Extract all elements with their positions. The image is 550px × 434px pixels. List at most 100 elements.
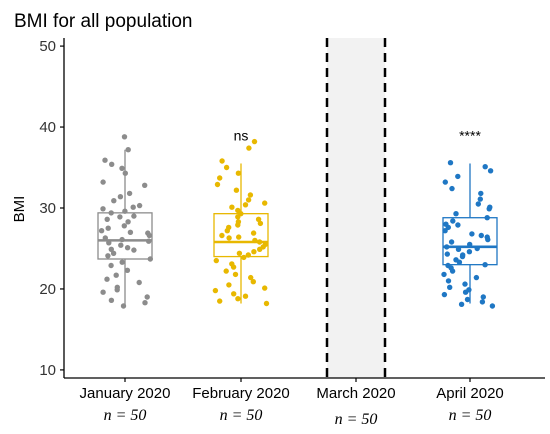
data-point bbox=[104, 276, 110, 282]
data-point bbox=[104, 216, 110, 222]
data-point bbox=[469, 231, 475, 237]
data-point bbox=[226, 282, 232, 288]
data-point bbox=[117, 194, 124, 200]
axes: 10 20 30 40 50 January 2020 n = 50 February 202… bbox=[39, 38, 545, 428]
data-point bbox=[122, 208, 128, 214]
data-point bbox=[131, 247, 137, 253]
data-point bbox=[219, 232, 225, 239]
data-point bbox=[121, 134, 128, 140]
data-point bbox=[449, 268, 456, 274]
count-label: n = 50 bbox=[220, 407, 263, 424]
data-point bbox=[224, 228, 230, 234]
data-point bbox=[217, 175, 223, 181]
data-point bbox=[251, 249, 257, 255]
y-tick-label: 10 bbox=[39, 362, 56, 379]
data-point bbox=[235, 296, 241, 302]
data-point bbox=[102, 235, 109, 241]
data-point bbox=[117, 214, 123, 220]
data-point bbox=[105, 225, 111, 231]
x-tick-label: March 2020 bbox=[316, 385, 395, 402]
data-point bbox=[477, 196, 483, 202]
data-point bbox=[236, 250, 243, 256]
data-point bbox=[126, 190, 133, 197]
data-point bbox=[235, 214, 241, 220]
data-point bbox=[125, 147, 131, 153]
box-group-january-2020 bbox=[97, 134, 153, 309]
data-point bbox=[445, 278, 452, 284]
data-point bbox=[449, 185, 455, 192]
data-point bbox=[235, 222, 241, 228]
data-point bbox=[480, 294, 486, 300]
data-point bbox=[217, 298, 223, 304]
x-tick-label: January 2020 bbox=[80, 385, 171, 402]
box-iqr bbox=[442, 217, 498, 266]
data-point bbox=[232, 271, 239, 278]
data-point bbox=[108, 246, 115, 252]
data-point bbox=[219, 158, 225, 164]
y-tick-label: 20 bbox=[39, 281, 56, 298]
data-point bbox=[444, 251, 450, 257]
data-point bbox=[233, 187, 240, 193]
data-point bbox=[109, 161, 115, 167]
data-point bbox=[100, 289, 106, 295]
data-point bbox=[447, 284, 453, 290]
data-point bbox=[241, 254, 247, 261]
data-point bbox=[467, 241, 473, 248]
data-point bbox=[248, 274, 254, 281]
data-point bbox=[442, 228, 448, 234]
data-point bbox=[124, 267, 131, 273]
significance-label: ns bbox=[234, 127, 249, 143]
data-point bbox=[255, 216, 262, 222]
data-point bbox=[445, 262, 451, 269]
data-point bbox=[100, 206, 106, 212]
data-point bbox=[235, 170, 242, 176]
data-point bbox=[121, 223, 128, 229]
data-point bbox=[245, 252, 251, 258]
data-point bbox=[482, 164, 488, 170]
data-point bbox=[448, 239, 455, 245]
data-point bbox=[124, 245, 131, 251]
data-point bbox=[119, 236, 125, 243]
data-point bbox=[464, 296, 471, 303]
data-point bbox=[450, 218, 456, 224]
box-group-april-2020: **** bbox=[441, 127, 498, 309]
data-point bbox=[245, 197, 252, 203]
count-label: n = 50 bbox=[449, 407, 492, 424]
data-point bbox=[122, 170, 128, 176]
data-point bbox=[487, 204, 493, 210]
data-point bbox=[113, 272, 119, 278]
data-point bbox=[460, 252, 466, 258]
data-point bbox=[484, 215, 490, 221]
data-point bbox=[214, 181, 221, 188]
box-group-february-2020: ns bbox=[212, 127, 270, 307]
data-point bbox=[242, 293, 249, 299]
data-point bbox=[455, 222, 461, 228]
data-point bbox=[136, 279, 142, 286]
chart-marks: ns **** bbox=[97, 38, 498, 378]
data-point bbox=[127, 229, 134, 235]
data-point bbox=[229, 204, 235, 210]
y-tick-label: 30 bbox=[39, 200, 56, 217]
data-point bbox=[444, 244, 450, 250]
y-tick-label: 40 bbox=[39, 119, 56, 136]
data-point bbox=[262, 285, 268, 291]
data-point bbox=[213, 257, 219, 264]
x-tick-label: February 2020 bbox=[192, 385, 290, 402]
data-point bbox=[223, 268, 229, 274]
data-point bbox=[246, 145, 252, 151]
data-point bbox=[105, 253, 111, 259]
data-point bbox=[212, 287, 219, 294]
data-point bbox=[236, 234, 242, 240]
data-point bbox=[147, 256, 153, 262]
data-point bbox=[250, 230, 257, 236]
data-point bbox=[458, 301, 465, 307]
data-point bbox=[441, 291, 448, 298]
data-point bbox=[485, 236, 491, 243]
data-point bbox=[447, 160, 454, 166]
data-point bbox=[455, 173, 461, 180]
data-point bbox=[456, 259, 463, 265]
data-point bbox=[118, 242, 124, 248]
march-shaded-region bbox=[327, 38, 385, 378]
data-point bbox=[231, 291, 237, 297]
data-point bbox=[110, 250, 117, 256]
